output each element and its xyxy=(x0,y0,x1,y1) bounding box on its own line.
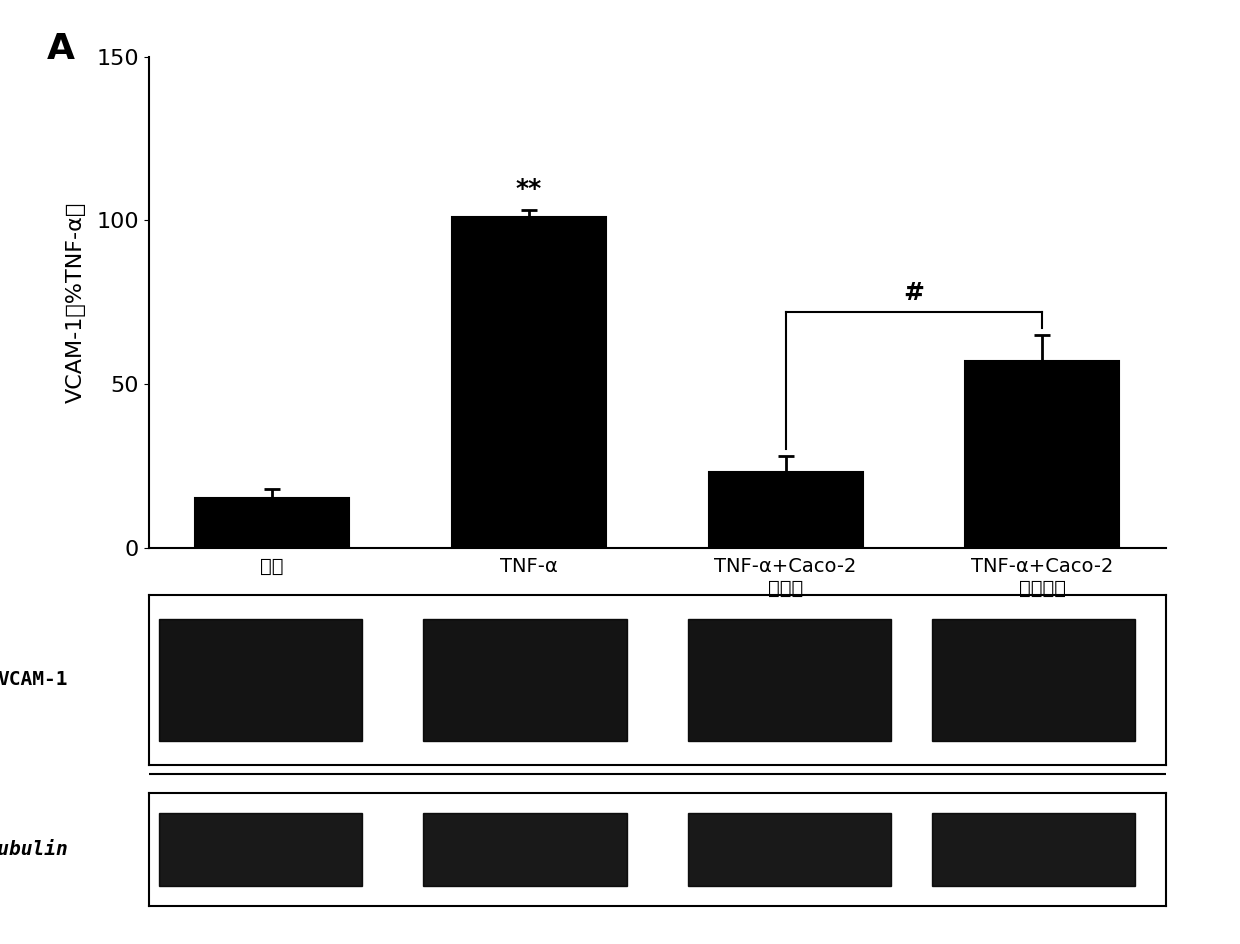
Bar xyxy=(451,217,606,548)
Bar xyxy=(159,813,362,886)
Y-axis label: VCAM-1（%TNF-α）: VCAM-1（%TNF-α） xyxy=(66,201,86,403)
Bar xyxy=(195,498,350,548)
Bar xyxy=(965,361,1120,548)
Bar xyxy=(688,813,892,886)
Bar xyxy=(423,813,626,886)
Text: VCAM-1: VCAM-1 xyxy=(0,670,67,689)
Bar xyxy=(931,618,1135,741)
Bar xyxy=(688,618,892,741)
Bar xyxy=(423,618,626,741)
Bar xyxy=(159,618,362,741)
Bar xyxy=(931,813,1135,886)
Text: A: A xyxy=(47,32,76,66)
Text: **: ** xyxy=(516,177,542,201)
Text: #: # xyxy=(904,281,925,305)
Bar xyxy=(708,472,863,548)
Text: α-Tubulin: α-Tubulin xyxy=(0,840,67,859)
